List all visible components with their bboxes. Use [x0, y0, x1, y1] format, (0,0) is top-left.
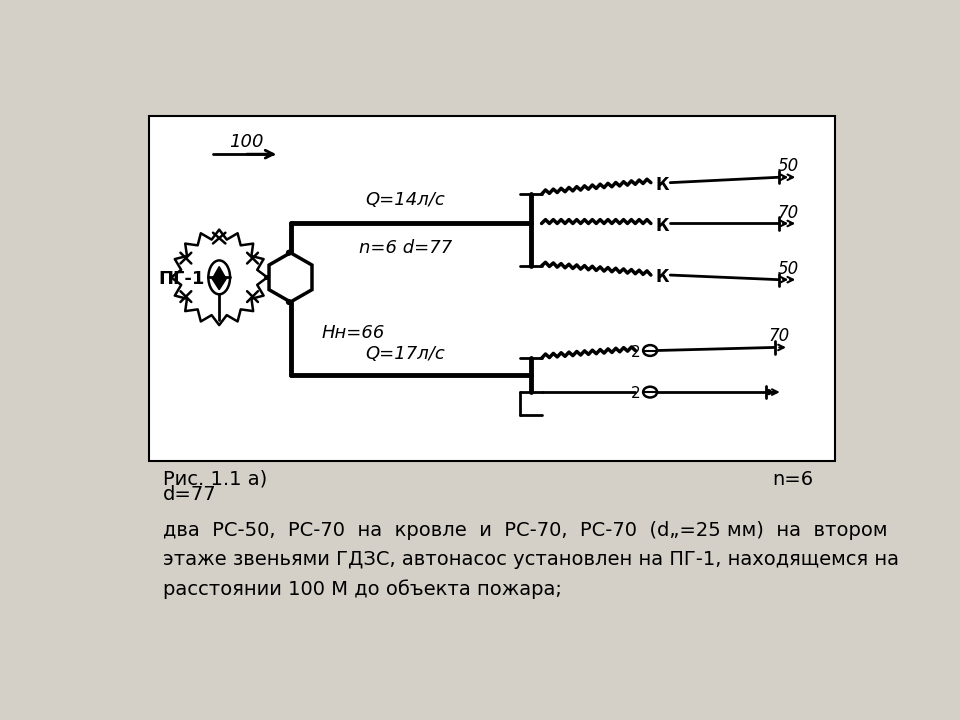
Text: К: К — [656, 269, 669, 287]
Text: 50: 50 — [778, 260, 799, 278]
Text: ПГ-1: ПГ-1 — [158, 270, 205, 288]
Text: n=6: n=6 — [773, 470, 814, 489]
Polygon shape — [212, 266, 227, 289]
Text: Нн=66: Нн=66 — [322, 324, 385, 342]
Text: 100: 100 — [229, 132, 264, 150]
Circle shape — [286, 250, 292, 256]
Circle shape — [765, 389, 772, 395]
Text: два  РС-50,  РС-70  на  кровле  и  РС-70,  РС-70  (d„=25 мм)  на  втором
этаже з: два РС-50, РС-70 на кровле и РС-70, РС-7… — [162, 521, 899, 599]
Text: d=77: d=77 — [162, 485, 216, 504]
Text: 70: 70 — [768, 327, 789, 345]
Text: 70: 70 — [778, 204, 799, 222]
Text: К: К — [656, 176, 669, 194]
Text: Q=17л/с: Q=17л/с — [366, 346, 445, 364]
Text: Рис. 1.1 а): Рис. 1.1 а) — [162, 470, 267, 489]
Text: К: К — [656, 217, 669, 235]
Polygon shape — [269, 253, 312, 302]
Text: 50: 50 — [778, 158, 799, 176]
Text: Q=14л/с: Q=14л/с — [366, 192, 445, 210]
Text: 2: 2 — [631, 386, 641, 401]
Circle shape — [286, 299, 292, 305]
Text: 2: 2 — [631, 345, 641, 359]
Text: n=6 d=77: n=6 d=77 — [359, 239, 452, 257]
FancyBboxPatch shape — [150, 116, 834, 461]
